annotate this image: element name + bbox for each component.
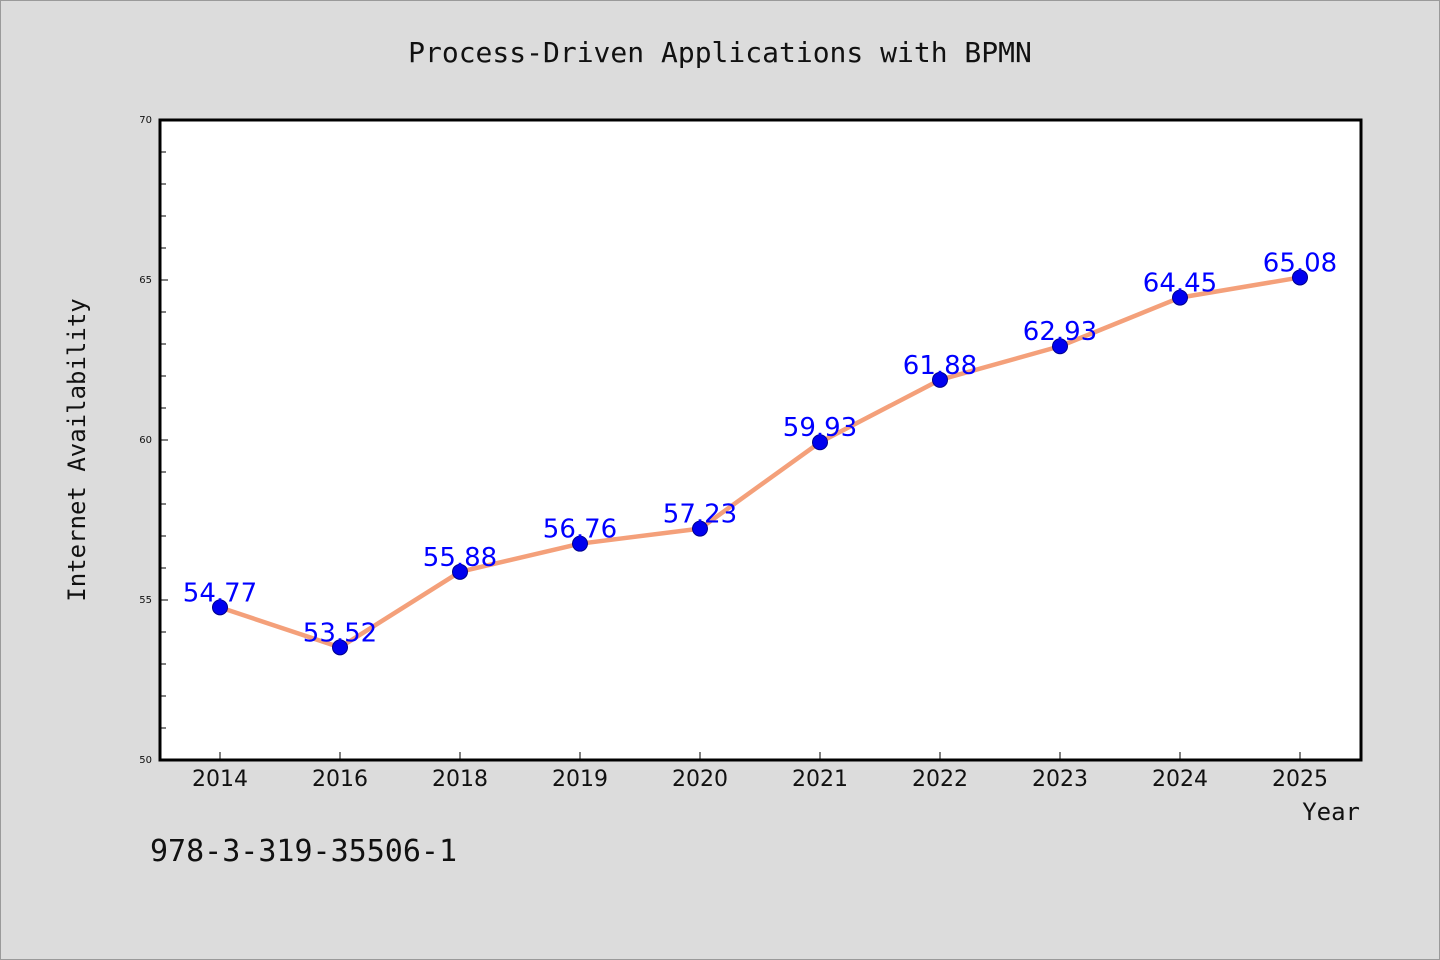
data-label: 54.77 [183, 578, 257, 608]
data-labels-layer: 54.77 53.52 55.88 56.76 57.23 59.93 61.88 62.93… [183, 248, 1337, 648]
x-tick-label: 2022 [912, 767, 968, 792]
data-label: 65.08 [1263, 248, 1337, 278]
y-tick-label: 65 [139, 275, 152, 286]
y-axis-label: Internet Availability [63, 298, 91, 601]
data-point [1172, 289, 1188, 306]
x-tick-label: 2025 [1272, 767, 1328, 792]
x-tick-label: 2023 [1032, 767, 1088, 792]
x-axis: 2014 2016 2018 2019 2020 2021 2022 2023 2024 2025 [192, 752, 1328, 792]
x-axis-label: Year [1302, 798, 1360, 826]
data-point [692, 520, 708, 537]
isbn-text: 978-3-319-35506-1 [150, 834, 458, 869]
y-tick-label: 55 [139, 595, 152, 606]
x-tick-label: 2020 [672, 767, 728, 792]
data-point [1052, 338, 1068, 355]
x-tick-label: 2016 [312, 767, 368, 792]
plot-area [158, 118, 1363, 762]
data-point [932, 371, 948, 388]
chart-title: Process-Driven Applications with BPMN [408, 36, 1032, 69]
y-tick-label: 60 [139, 435, 152, 446]
data-point [332, 639, 348, 656]
markers-layer [212, 269, 1308, 656]
data-point [452, 563, 468, 580]
x-tick-label: 2014 [192, 767, 248, 792]
data-label: 53.52 [303, 618, 377, 648]
data-label: 64.45 [1143, 269, 1217, 299]
data-point [1292, 269, 1308, 286]
data-label: 59.93 [783, 413, 857, 443]
series-line [219, 275, 1301, 650]
y-tick-label: 50 [139, 755, 152, 766]
y-axis: 50 55 60 65 70 [139, 115, 168, 766]
x-tick-label: 2018 [432, 767, 488, 792]
series-line-layer [219, 275, 1301, 650]
data-point [212, 599, 228, 616]
y-tick-label: 70 [139, 115, 152, 126]
data-label: 57.23 [663, 500, 737, 530]
data-label: 55.88 [423, 543, 497, 573]
x-tick-label: 2019 [552, 767, 608, 792]
x-tick-label: 2021 [792, 767, 848, 792]
data-label: 61.88 [903, 351, 977, 381]
data-label: 62.93 [1023, 317, 1097, 347]
data-point [572, 535, 588, 552]
data-point [812, 434, 828, 451]
x-tick-label: 2024 [1152, 767, 1208, 792]
data-label: 56.76 [543, 515, 617, 545]
